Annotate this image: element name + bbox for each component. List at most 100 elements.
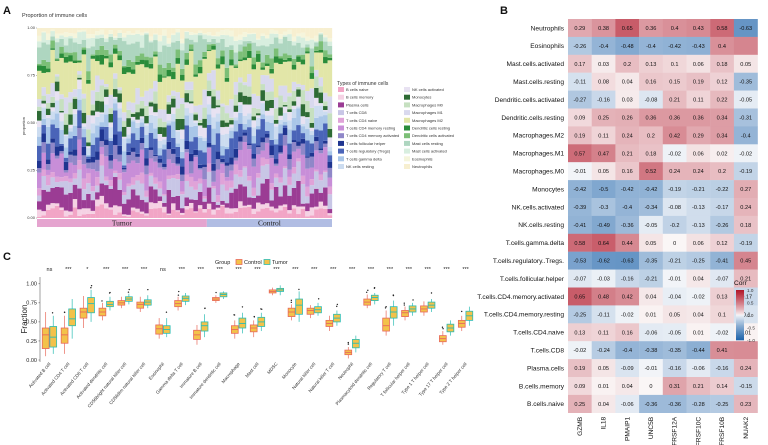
heatmap-row-label: NK.cells.activated [512,204,565,211]
panel-a-bar-segment [130,34,136,44]
heatmap-cell-value: 0.21 [740,277,751,283]
panel-a-bar-segment [86,173,91,184]
heatmap-cell [662,341,687,360]
heatmap-cell-value: -0.4 [741,133,751,139]
panel-a-bar-segment [54,155,60,159]
panel-a-bar-segment [323,92,328,102]
panel-a-bar-segment [121,214,127,216]
panel-a-bar-segment [81,164,87,179]
panel-a-bar-segment [309,28,315,39]
legend-swatch [338,125,344,131]
panel-a-bar-segment [99,204,105,218]
heatmap-cell [591,36,616,55]
panel-a-bar-segment [278,152,283,155]
heatmap-cell-value: -0.15 [739,384,752,390]
heatmap-cell [686,323,711,342]
panel-a-bar-segment [278,85,283,96]
panel-a-bar-segment [238,207,243,218]
heatmap-cell-value: 0.24 [740,366,751,372]
panel-a-bar-segment [233,211,239,218]
panel-a-bar-segment [81,93,87,99]
panel-a-bar-segment [81,31,87,40]
heatmap-cell [686,215,711,234]
heatmap-cell-value: 0.01 [646,312,657,318]
panel-a-bar-segment [157,140,163,149]
panel-a-bar-segment [282,185,288,205]
panel-a-bar-segment [54,42,60,59]
heatmap-cell [662,233,687,252]
panel-a-bar-segment [305,36,310,41]
panel-a-bar-segment [242,57,248,61]
panel-a-bar-segment [314,76,319,88]
panel-a-bar-segment [260,183,266,205]
heatmap-cell-value: 0.24 [622,133,633,139]
panel-a-bar-segment [135,153,140,157]
box-iqr [295,298,303,315]
panel-a-bar-segment [166,76,172,96]
panel-a-bar-segment [63,194,69,211]
panel-a-bar-segment [238,92,243,103]
panel-a-bar-segment [130,151,136,161]
box-outlier [298,288,300,291]
panel-a-bar-segment [229,127,234,131]
heatmap-cell-value: -0.19 [739,241,752,247]
panel-a-bar-segment [206,35,212,42]
panel-a-bar-segment [296,141,301,146]
panel-a-bar-segment [175,143,181,147]
panel-a-bar-segment [233,40,239,53]
panel-a-bar-segment [256,46,261,51]
panel-a-bar-segment [59,53,64,58]
box-iqr [136,301,145,309]
heatmap-cell [639,233,663,252]
heatmap-row-label: B.cells.naive [527,401,564,408]
panel-a-bar-segment [327,213,333,216]
panel-a-bar-segment [296,86,301,90]
panel-a-bar-segment [59,38,64,47]
panel-a-bar-segment [291,118,297,131]
panel-a-bar-segment [72,96,78,99]
panel-a-bar-segment [135,119,140,123]
panel-a-bar-segment [77,99,82,111]
heatmap-cell [686,341,711,360]
panel-a-bar-segment [273,163,279,166]
panel-a-bar-segment [126,72,132,102]
panel-a-bar-segment [224,105,230,114]
panel-a-bar-segment [197,125,203,136]
heatmap-cell [710,19,735,38]
panel-a-bar-segment [188,81,194,90]
panel-a-bar-segment [90,46,96,55]
panel-a-bar-segment [175,174,181,180]
panel-a-bar-segment [77,215,82,218]
panel-a-bar-segment [188,199,194,203]
significance-label: *** [198,267,205,273]
panel-a-bar-segment [112,37,118,40]
corr-legend-gradient-step [736,332,744,335]
panel-a-bar-segment [104,139,109,146]
panel-a-bar-segment [148,172,154,176]
panel-a-bar-segment [206,80,212,91]
corr-legend-gradient-step [736,293,744,296]
panel-a-bar-segment [108,138,114,141]
panel-a-bar-segment [206,148,212,164]
panel-a-bar-segment [229,30,234,37]
panel-a-bar-segment [153,103,158,113]
heatmap-cell-value: -0.07 [716,277,729,283]
heatmap-cell-value: -0.08 [668,205,681,211]
panel-a-bar-segment [171,28,176,34]
panel-a-bar-segment [59,130,64,144]
panel-a-bar-segment [238,102,243,105]
panel-a-bar-segment [242,135,248,143]
panel-a-bar-segment [273,30,279,34]
panel-a-bar-segment [50,48,56,50]
panel-a-bar-segment [215,64,221,69]
panel-a-bar-segment [318,32,324,34]
panel-a-bar-segment [287,210,292,214]
heatmap-cell [568,72,592,91]
panel-a-bar-segment [180,74,185,81]
panel-a-bar-segment [81,54,87,94]
panel-a-bar-segment [171,121,176,138]
heatmap-cell [639,72,663,91]
panel-a-bar-segment [144,202,149,214]
panel-a-bar-segment [117,117,123,132]
heatmap-cell-value: -0.25 [573,312,586,318]
